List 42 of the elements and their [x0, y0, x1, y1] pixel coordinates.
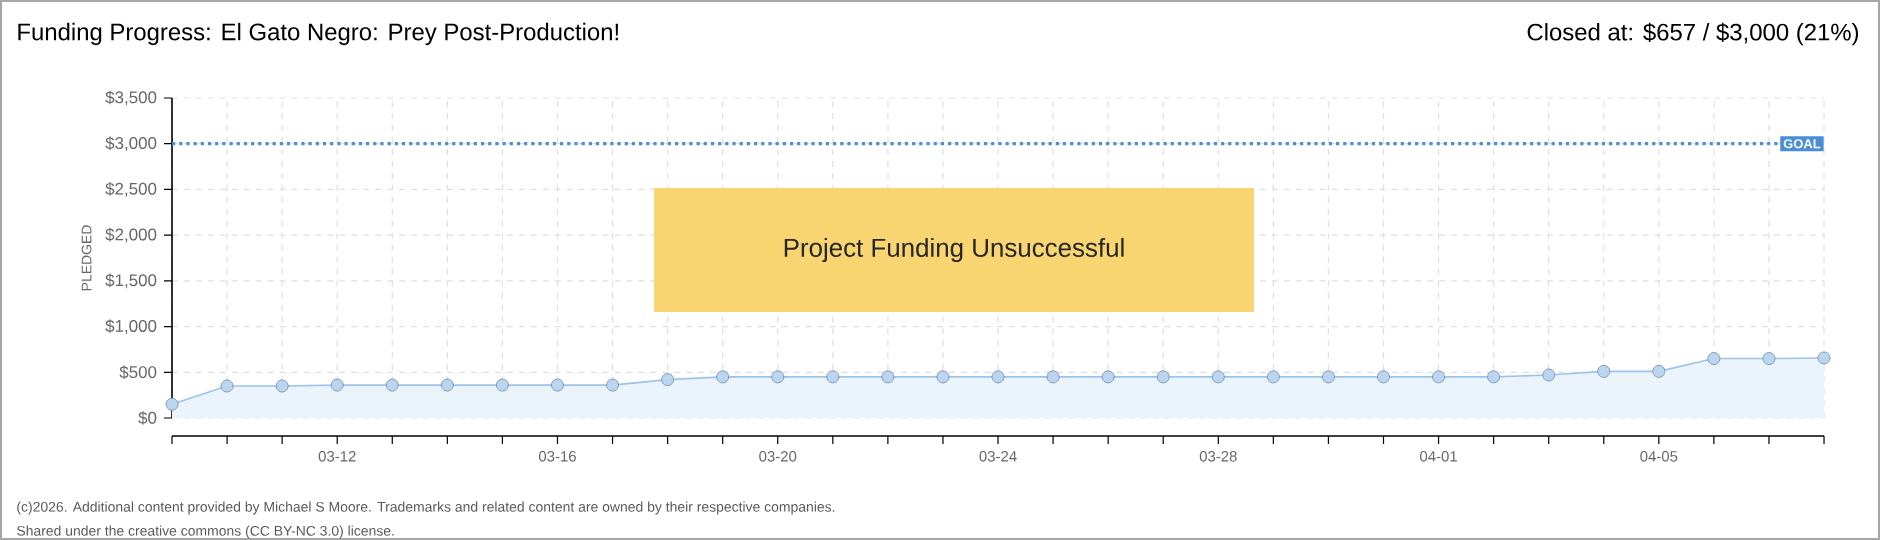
y-tick-label: $2,500 [105, 182, 157, 197]
point [1762, 352, 1776, 365]
point [440, 378, 454, 392]
point [1322, 370, 1335, 384]
y-tick-label: $3,000 [105, 136, 157, 152]
point [771, 370, 785, 384]
point [275, 379, 289, 393]
point [1542, 368, 1556, 382]
point [991, 370, 1005, 384]
point [1377, 370, 1390, 384]
annotation: Project Funding Unsuccessful [784, 237, 1124, 263]
point [1487, 370, 1501, 384]
point [661, 373, 675, 386]
point [606, 378, 619, 392]
chart-title: Funding Progress: El Gato Negro: Prey Post-Production! [18, 22, 618, 46]
point [1432, 370, 1445, 384]
point [716, 370, 730, 384]
point [1652, 364, 1666, 378]
y-tick-label: $1,000 [105, 319, 157, 334]
point [1156, 370, 1170, 384]
point [1101, 370, 1115, 384]
point [330, 378, 344, 392]
point [1597, 364, 1611, 378]
point [881, 370, 895, 384]
y-tick-label: $2,000 [105, 227, 157, 243]
point [1266, 370, 1280, 384]
y-tick-label: $3,500 [105, 90, 157, 106]
point [1046, 370, 1060, 384]
chart-subtitle: Closed at: $657 / $3,000 (21%) [1527, 22, 1859, 46]
y-tick-label: $1,500 [105, 273, 157, 289]
point [1817, 351, 1831, 365]
point [165, 397, 179, 411]
point [220, 379, 234, 393]
point [551, 378, 564, 392]
point [385, 378, 399, 392]
point [1707, 352, 1721, 365]
point [1211, 370, 1225, 384]
y-tick-label: $0 [138, 411, 157, 425]
point [496, 378, 509, 392]
point [826, 370, 840, 384]
point [936, 370, 950, 384]
y-tick-label: $500 [119, 365, 157, 380]
